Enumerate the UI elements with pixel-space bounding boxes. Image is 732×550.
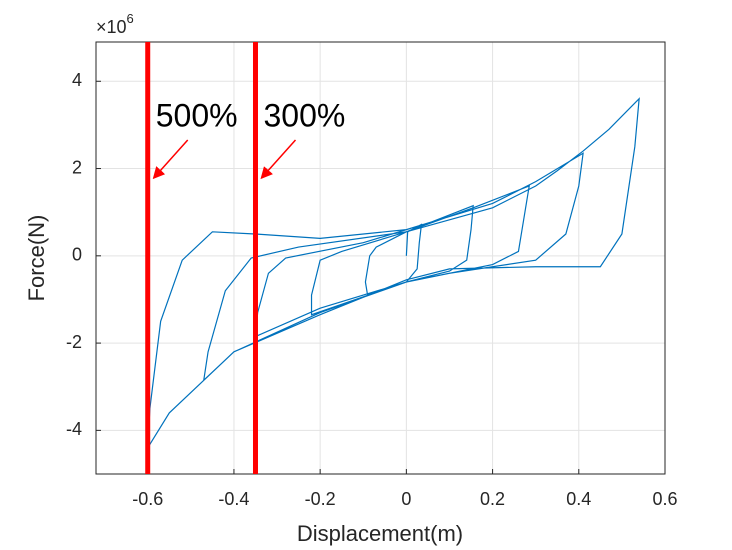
x-tick-label: -0.6 [132, 489, 163, 509]
annotation-arrow [152, 139, 189, 180]
y-tick-label: 0 [72, 245, 82, 265]
annotation-text: 500% [156, 97, 238, 133]
x-axis-label: Displacement(m) [297, 521, 463, 546]
x-tick-label: -0.2 [305, 489, 336, 509]
annotation-arrow [260, 139, 297, 180]
x-tick-label: 0 [401, 489, 411, 509]
plot-frame [95, 41, 666, 475]
y-tick-label: -2 [66, 332, 82, 352]
y-multiplier-base: ×10 [96, 17, 127, 37]
x-tick-label: 0.6 [652, 489, 677, 509]
y-multiplier-exponent: 6 [127, 11, 134, 26]
y-multiplier: ×106 [96, 11, 134, 36]
x-tick-label: 0.4 [566, 489, 591, 509]
series-line [147, 97, 640, 449]
x-tick-label: 0.2 [480, 489, 505, 509]
y-axis-label: Force(N) [24, 215, 49, 302]
annotation-text: 300% [263, 97, 345, 133]
y-tick-label: 2 [72, 157, 82, 177]
y-tick-label: 4 [72, 70, 82, 90]
x-tick-label: -0.4 [218, 489, 249, 509]
y-tick-label: -4 [66, 419, 82, 439]
